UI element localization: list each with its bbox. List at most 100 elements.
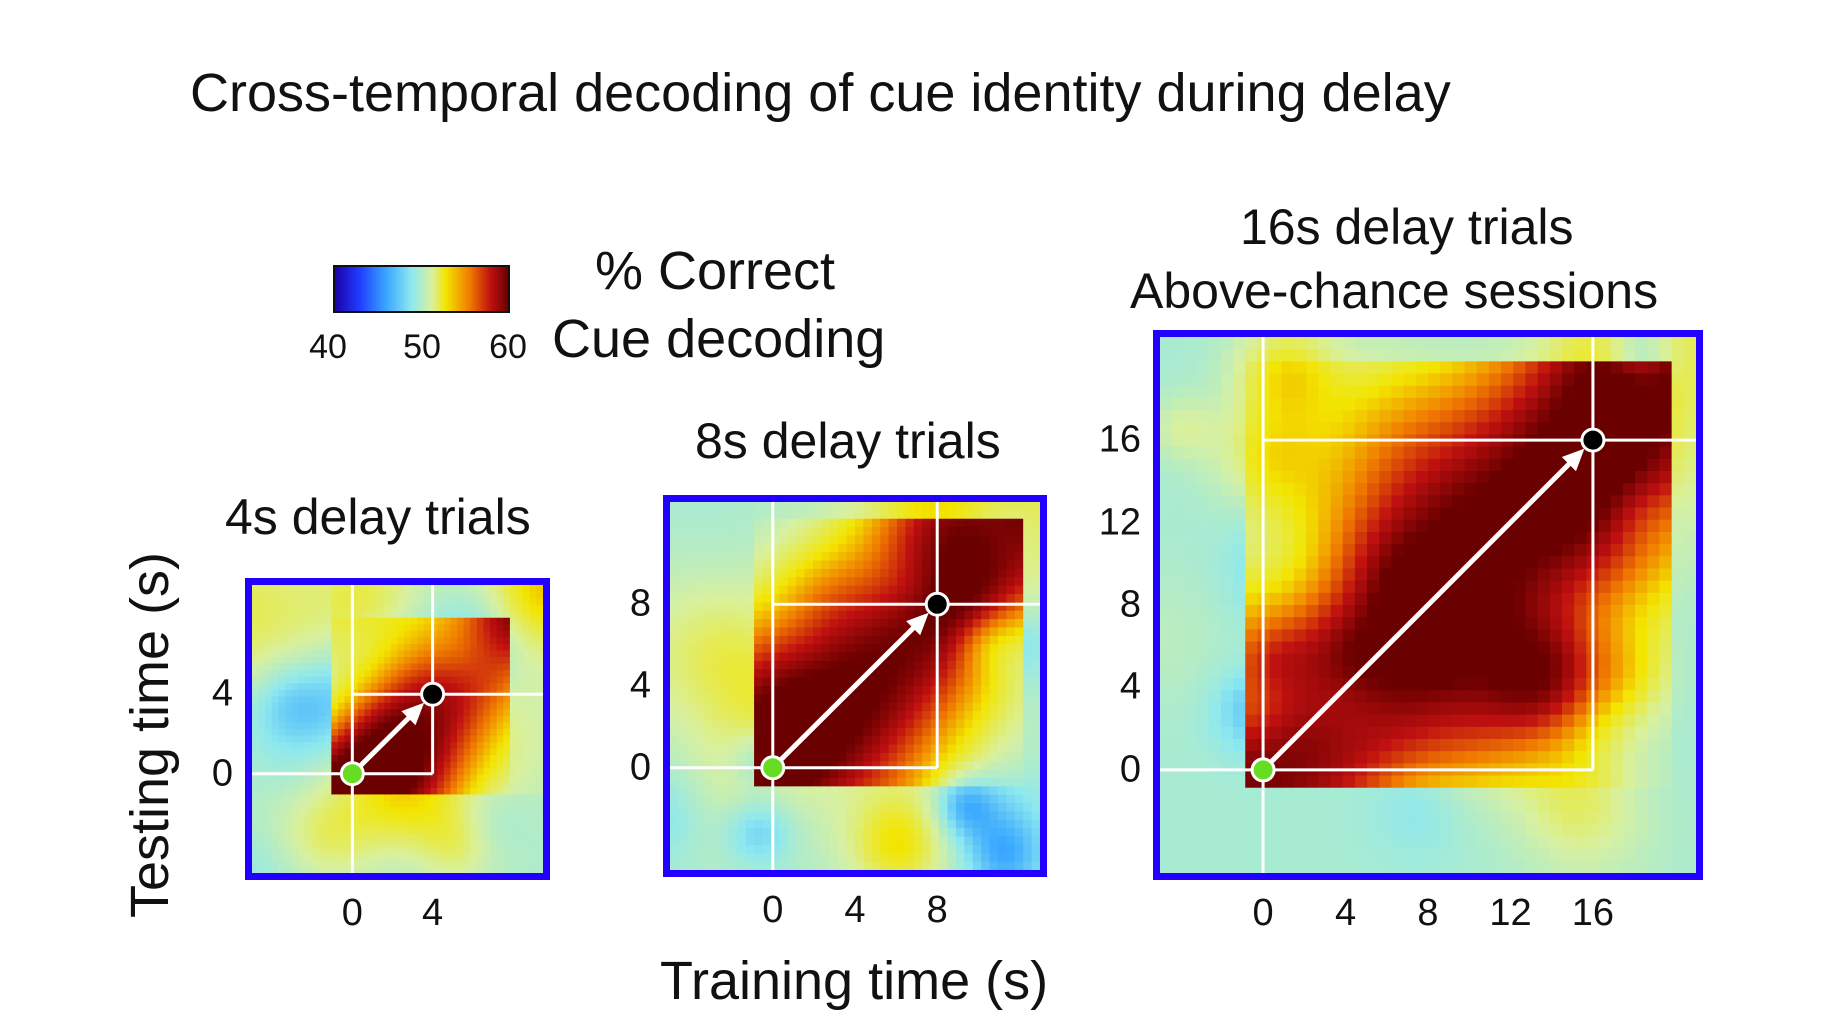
heatmap-cell (686, 803, 696, 813)
heatmap-cell (516, 846, 524, 854)
heatmap-cell (1006, 669, 1016, 679)
heatmap-cell (888, 669, 898, 679)
heatmap-cell (981, 535, 991, 545)
heatmap-cell (1354, 519, 1368, 533)
heatmap-cell (503, 807, 511, 815)
heatmap-cell (955, 711, 965, 721)
heatmap-cell (324, 702, 332, 710)
heatmap-cell (913, 803, 923, 813)
heatmap-cell (1391, 422, 1405, 436)
heatmap-cell (737, 828, 747, 838)
heatmap-cell (1184, 678, 1198, 691)
heatmap-cell (1269, 739, 1283, 752)
heatmap-cell (863, 694, 873, 704)
heatmap-cell (278, 807, 286, 815)
heatmap-cell (737, 861, 747, 870)
heatmap-cell (457, 650, 465, 658)
heatmap-cell (1023, 619, 1033, 629)
heatmap-cell (1391, 556, 1405, 570)
heatmap-cell (516, 722, 524, 730)
heatmap-cell (258, 761, 266, 769)
heatmap-cell (443, 722, 452, 730)
heatmap-cell (430, 840, 438, 848)
heatmap-cell (930, 535, 940, 545)
heatmap-cell (344, 689, 352, 697)
heatmap-cell (1014, 786, 1024, 796)
heatmap-cell (964, 577, 974, 587)
heatmap-cell (863, 836, 873, 846)
heatmap-cell (450, 853, 458, 861)
heatmap-cell (1172, 775, 1185, 789)
heatmap-cell (410, 643, 418, 652)
heatmap-cell (258, 585, 266, 593)
heatmap-cell (787, 594, 797, 603)
heatmap-cell (989, 560, 999, 570)
heatmap-cell (880, 819, 890, 829)
heatmap-cell (871, 769, 881, 779)
heatmap-cell (770, 828, 780, 838)
heatmap-cell (463, 585, 471, 593)
heatmap-cell (972, 585, 982, 595)
heatmap-cell (423, 820, 432, 828)
heatmap-cell (712, 752, 722, 762)
heatmap-cell (871, 786, 881, 796)
heatmap-cell (762, 853, 772, 863)
heatmap-cell (821, 669, 831, 679)
heatmap-cell (1233, 739, 1246, 752)
heatmap-cell (720, 861, 730, 870)
heatmap-cell (258, 735, 266, 743)
heatmap-cell (417, 787, 425, 796)
heatmap-cell (670, 568, 680, 578)
heatmap-cell (457, 807, 465, 815)
heatmap-cell (703, 652, 713, 662)
heatmap-cell (989, 778, 999, 787)
heatmap-cell (939, 585, 949, 595)
heatmap-cell (1172, 531, 1185, 545)
heatmap-cell (989, 794, 999, 804)
heatmap-cell (838, 828, 848, 838)
heatmap-cell (829, 686, 839, 695)
heatmap-cell (1245, 665, 1259, 679)
heatmap-cell (1330, 337, 1344, 350)
heatmap-cell (1330, 458, 1344, 472)
heatmap-cell (863, 577, 873, 587)
heatmap-cell (1342, 812, 1356, 825)
heatmap-cell (285, 709, 293, 717)
heatmap-cell (720, 535, 730, 545)
heatmap-cell (331, 781, 339, 789)
heatmap-cell (1233, 812, 1246, 825)
heatmap-cell (972, 727, 982, 737)
heatmap-cell (905, 702, 915, 712)
heatmap-cell (880, 635, 890, 645)
heatmap-cell (265, 846, 273, 854)
heatmap-cell (1367, 483, 1380, 496)
heatmap-cell (846, 744, 856, 754)
heatmap-cell (384, 683, 392, 691)
heatmap-cell (523, 814, 531, 822)
heatmap-cell (897, 652, 907, 662)
heatmap-cell (298, 637, 306, 645)
heatmap-cell (285, 768, 293, 776)
heatmap-cell (265, 585, 273, 593)
heatmap-cell (463, 814, 471, 822)
heatmap-cell (258, 794, 266, 802)
heatmap-cell (989, 518, 999, 528)
heatmap-cell (1440, 458, 1453, 472)
heatmap-cell (728, 527, 738, 537)
heatmap-cell (463, 624, 471, 632)
heatmap-cell (787, 518, 797, 528)
heatmap-cell (981, 543, 991, 553)
heatmap-cell (989, 761, 999, 771)
heatmap-cell (821, 769, 831, 779)
heatmap-cell (529, 611, 537, 619)
heatmap-cell (1233, 434, 1246, 448)
heatmap-cell (311, 742, 319, 750)
heatmap-cell (871, 610, 881, 620)
heatmap-cell (897, 535, 907, 545)
heatmap-cell (437, 715, 445, 724)
heatmap-cell (829, 677, 839, 687)
heatmap-cell (1367, 751, 1380, 764)
heatmap-cell (509, 657, 518, 665)
heatmap-cell (1014, 552, 1024, 562)
heatmap-cell (855, 568, 865, 578)
